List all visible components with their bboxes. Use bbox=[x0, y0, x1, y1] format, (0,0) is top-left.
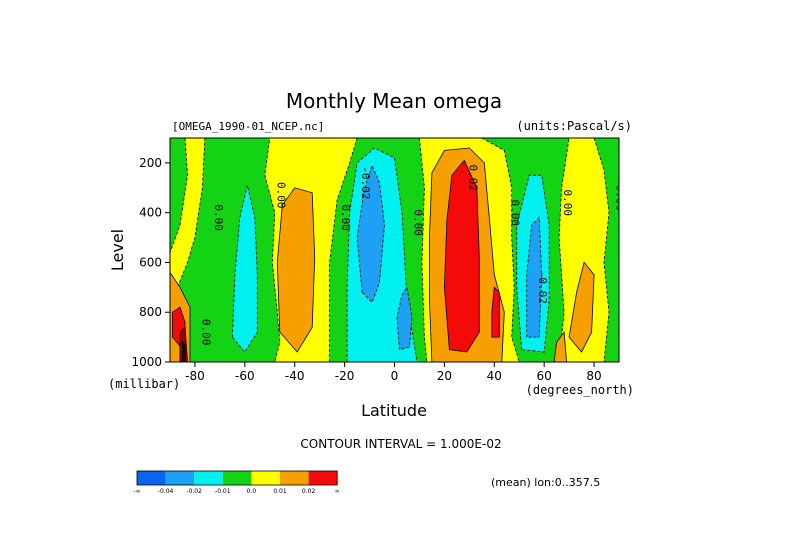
x-tick-label: -20 bbox=[335, 369, 355, 383]
x-axis: -80 -60 -40 -20 0 20 40 60 80 bbox=[185, 362, 602, 383]
legend-label: ∞ bbox=[335, 488, 340, 495]
contour-label: -0.02 bbox=[359, 166, 372, 199]
x-tick-label: 80 bbox=[586, 369, 601, 383]
y-tick-label: 600 bbox=[139, 255, 162, 269]
contour-region-blue bbox=[356, 164, 385, 304]
x-tick-label: 20 bbox=[437, 369, 452, 383]
legend-swatch bbox=[165, 471, 195, 485]
dataset-label: [OMEGA_1990-01_NCEP.nc] bbox=[172, 120, 324, 133]
contour-region-cyan bbox=[231, 185, 258, 353]
legend-swatch bbox=[194, 471, 223, 485]
contour-interval-text: CONTOUR INTERVAL = 1.000E-02 bbox=[300, 437, 501, 451]
contour-region-orange bbox=[553, 331, 568, 362]
contour-region-orange bbox=[568, 261, 595, 353]
y-tick-label: 800 bbox=[139, 305, 162, 319]
contour-label: 0.00 bbox=[339, 204, 352, 231]
legend-label: -0.01 bbox=[215, 488, 231, 495]
contour-region-green bbox=[170, 138, 188, 253]
contour-region-green bbox=[593, 138, 619, 362]
legend-label: -0.04 bbox=[158, 488, 174, 495]
contour-region-red bbox=[491, 286, 500, 338]
contour-label: 0.00 bbox=[212, 204, 225, 231]
legend-swatch bbox=[280, 471, 309, 485]
x-tick-label: -80 bbox=[185, 369, 205, 383]
color-legend: -∞ -0.04 -0.02 -0.01 0.0 0.01 0.02 ∞ bbox=[133, 470, 340, 495]
contour-fills bbox=[170, 138, 619, 362]
contour-label: 0.00 bbox=[199, 319, 212, 346]
x-tick-label: 0 bbox=[391, 369, 399, 383]
y-tick-label: 200 bbox=[139, 156, 162, 170]
contour-region-darkest bbox=[182, 341, 186, 362]
legend-label: 0.01 bbox=[273, 488, 287, 495]
contour-region-red bbox=[443, 159, 480, 353]
contour-label: 0.00 bbox=[274, 182, 287, 209]
contour-region-blue bbox=[526, 216, 543, 338]
legend-label: 0.02 bbox=[302, 488, 316, 495]
y-tick-label: 400 bbox=[139, 206, 162, 220]
contour-label: -0.02 bbox=[536, 271, 549, 304]
x-tick-label: 40 bbox=[487, 369, 502, 383]
legend-label: -∞ bbox=[133, 488, 140, 495]
units-label: (units:Pascal/s) bbox=[516, 119, 632, 133]
y-units-label: (millibar) bbox=[108, 377, 180, 391]
legend-swatch bbox=[222, 471, 252, 485]
x-units-label: (degrees_north) bbox=[526, 383, 634, 397]
contour-label: 0.00 bbox=[412, 209, 425, 236]
legend-swatch bbox=[251, 471, 280, 485]
contour-label: 0.00 bbox=[614, 184, 627, 211]
legend-label: 0.0 bbox=[247, 488, 257, 495]
x-tick-label: -40 bbox=[285, 369, 305, 383]
legend-swatch bbox=[308, 471, 338, 485]
mean-text: (mean) lon:0..357.5 bbox=[491, 476, 600, 489]
legend-swatch bbox=[137, 471, 166, 485]
chart-title: Monthly Mean omega bbox=[286, 89, 502, 113]
contour-labels: 0.00 0.00 0.00 -0.02 0.00 0.02 0.00 -0.02 0.00 0.… bbox=[199, 165, 627, 346]
contour-label: 0.02 bbox=[466, 165, 479, 192]
y-axis: 200 400 600 800 1000 bbox=[131, 156, 170, 369]
legend-frame bbox=[136, 470, 338, 486]
contour-region-orange bbox=[276, 187, 316, 353]
x-tick-label: -60 bbox=[235, 369, 255, 383]
legend-label: -0.02 bbox=[186, 488, 202, 495]
y-axis-title: Level bbox=[108, 229, 127, 271]
y-tick-label: 1000 bbox=[131, 355, 162, 369]
x-axis-title: Latitude bbox=[361, 401, 427, 420]
contour-region-blue bbox=[396, 286, 413, 351]
contour-label: 0.00 bbox=[509, 199, 522, 226]
x-tick-label: 60 bbox=[537, 369, 552, 383]
contour-label: 0.00 bbox=[561, 189, 574, 216]
